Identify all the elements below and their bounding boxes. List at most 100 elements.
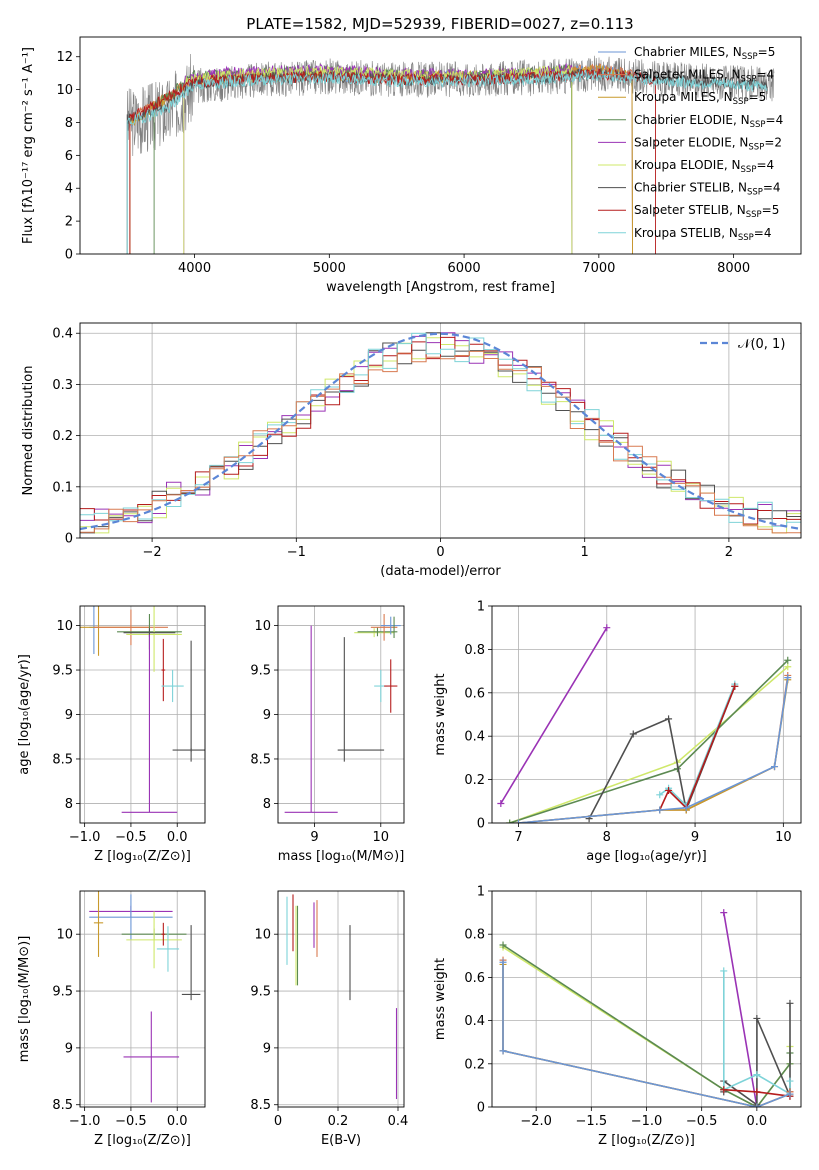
y-tick-label: 1 [477,885,485,900]
weight-marker [665,786,673,794]
y-tick-label: 0.4 [464,730,485,745]
weight-marker [786,1090,794,1098]
legend-entry: Salpeter ELODIE, NSSP=2 [634,135,782,152]
y-tick-label: 9.5 [52,985,73,1000]
x-tick-label: −1.0 [631,1114,663,1129]
weight-marker [514,819,522,823]
legend-tail: =5 [762,203,780,217]
y-tick-label: 8 [65,116,73,131]
legend-subscript: SSP [748,142,764,152]
axes-frame [79,605,206,824]
weight-marker [786,999,794,1007]
spectrum-legend: Chabrier MILES, NSSP=5 Salpeter MILES, NS… [598,45,783,243]
x-tick-label: 6000 [448,261,481,276]
errorbar-plot-area [80,606,205,813]
errorbar-plot-area [89,891,201,1103]
weight-marker [720,909,728,917]
x-tick-label: 8000 [717,261,750,276]
weight-marker [786,1077,794,1085]
observed-spectrum-line [126,53,775,157]
weight-marker [499,958,507,966]
x-tick-label: 5000 [313,261,346,276]
x-tick-label: −1.5 [576,1114,608,1129]
y-tick-label: 0.3 [52,378,73,393]
model-spectrum-line [129,67,656,254]
y-tick-label: 10 [254,619,271,634]
weight-marker [771,763,779,771]
x-tick-label: 1 [581,545,589,560]
legend-tail: =4 [754,226,772,240]
x-tick-label: 0 [436,545,444,560]
y-tick-label: 10 [56,619,73,634]
x-tick-label: 8 [603,830,611,845]
legend-subscript: SSP [746,210,762,220]
y-tick-label: 0.4 [464,1014,485,1029]
legend-tail: =4 [766,113,784,127]
axes-frame [79,36,802,255]
x-tick-label: 0.2 [328,1114,349,1129]
legend-subscript: SSP [742,52,758,62]
x-tick-label: 9 [310,830,318,845]
y-tick-label: 0.8 [464,928,485,943]
axes-frame [79,322,802,539]
legend-subscript: SSP [741,75,757,85]
residuals-plot-area [80,332,801,534]
weight-plot-area [499,909,794,1107]
y-tick-label: 0.6 [464,971,485,986]
legend-tail: =5 [749,90,767,104]
weight-marker [753,1103,761,1107]
panel-spectrum: 4000 5000 6000 7000 8000 0 2 4 6 8 10 12 wavelength … [21,36,802,295]
x-tick-label: −2 [143,545,162,560]
legend-subscript: SSP [747,188,763,198]
x-tick-label: −0.5 [115,830,147,845]
legend-entry: Chabrier STELIB, NSSP=4 [634,181,781,198]
x-tick-label: 7000 [582,261,615,276]
legend-subscript: SSP [733,97,749,107]
panel-massweight-vs-z: −2.0 −1.5 −1.0 −0.5 0.0 0 0.2 0.4 0.6 0.8 1 Z [log₁… [433,885,802,1148]
x-tick-label: 4000 [178,261,211,276]
errorbar-plot-area [286,894,398,1100]
x-axis-label: (data-model)/error [380,564,501,579]
panel-age-vs-z: −1.0 −0.5 0.0 8 8.5 9 9.5 10 Z [log₁₀(Z/Z⊙)] age … [17,605,206,864]
legend-entry: Kroupa STELIB, NSSP=4 [634,226,772,243]
legend-tail: =4 [763,181,781,195]
y-tick-label: 0 [65,248,73,263]
x-tick-label: 0.0 [747,1114,768,1129]
weight-marker [603,624,611,632]
errorbar-plot-area [284,614,401,813]
axes-frame [491,890,802,1108]
x-axis-label: age [log₁₀(age/yr)] [586,849,707,864]
weight-line [658,686,736,811]
y-tick-label: 8.5 [250,752,271,767]
x-tick-label: −1.0 [69,1114,101,1129]
weight-line [659,683,736,808]
legend-subscript: SSP [738,233,754,243]
model-spectrum-line [153,63,573,254]
weight-marker [720,967,728,975]
weight-marker [784,656,792,664]
x-tick-label: 0.0 [167,1114,188,1129]
x-tick-label: 10 [775,830,792,845]
y-tick-label: 1 [477,600,485,615]
legend-entry: Chabrier MILES, NSSP=5 [634,45,775,62]
panel-massweight-vs-age: 7 8 9 10 0 0.2 0.4 0.6 0.8 1 age [log₁₀(age/yr)] ma… [433,600,802,864]
panel-age-vs-mass: 9 10 8 8.5 9 9.5 10 mass [log₁₀(M/M⊙)] [250,605,405,864]
y-axis-label: mass weight [433,958,448,1040]
y-tick-label: 10 [56,928,73,943]
panel-mass-vs-z: −1.0 −0.5 0.0 8.5 9 9.5 10 Z [log₁₀(Z/Z⊙)] mass … [17,890,206,1148]
y-tick-label: 0.8 [464,643,485,658]
weight-marker [753,1014,761,1022]
panel-residuals: −2 −1 0 1 2 0 0.1 0.2 0.3 0.4 (data-model)/error No… [21,322,802,579]
weight-marker [629,730,637,738]
legend-entry: Salpeter STELIB, NSSP=5 [634,203,779,220]
legend-subscript: SSP [741,165,757,175]
y-tick-label: 8 [263,797,271,812]
x-tick-label: 0.0 [167,830,188,845]
weight-marker [682,804,690,812]
x-axis-label: Z [log₁₀(Z/Z⊙)] [94,849,191,864]
normal-curve [80,332,801,531]
legend-tail: =4 [756,68,774,82]
x-axis-label: Z [log₁₀(Z/Z⊙)] [94,1133,191,1148]
y-tick-label: 9.5 [52,664,73,679]
y-tick-label: 8.5 [52,1098,73,1113]
